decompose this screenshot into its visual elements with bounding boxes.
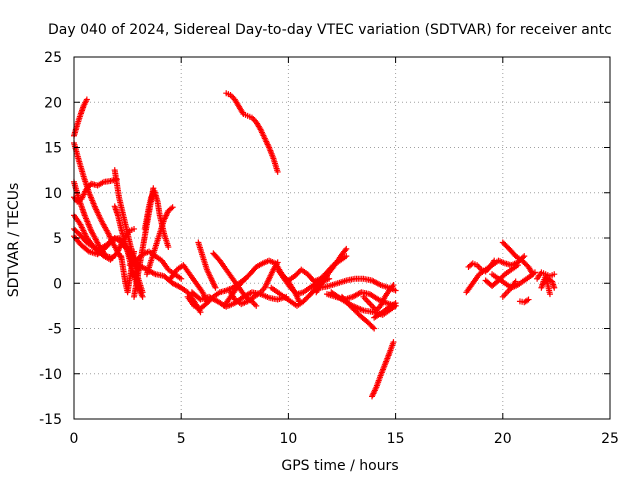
data-point bbox=[83, 96, 90, 103]
series-track-32 bbox=[360, 282, 397, 314]
data-point bbox=[392, 300, 399, 307]
y-tick-label: 0 bbox=[53, 276, 62, 292]
y-tick-label: -15 bbox=[39, 412, 62, 428]
data-point bbox=[253, 302, 260, 309]
series-track-39 bbox=[499, 239, 536, 278]
data-point bbox=[371, 325, 378, 332]
data-point bbox=[512, 278, 519, 285]
series-track-12 bbox=[141, 187, 172, 251]
y-tick-label: -10 bbox=[39, 367, 62, 383]
x-tick-label: 25 bbox=[601, 431, 619, 447]
data-point bbox=[274, 168, 281, 175]
series-track-18 bbox=[195, 239, 219, 291]
data-point bbox=[342, 247, 349, 254]
y-axis-label: SDTVAR / TECUs bbox=[6, 183, 22, 298]
series-track-44 bbox=[540, 275, 558, 291]
series-track-19 bbox=[188, 289, 290, 310]
data-point bbox=[165, 244, 172, 251]
y-tick-label: -5 bbox=[48, 322, 62, 338]
data-point bbox=[139, 293, 146, 300]
series-track-34 bbox=[369, 339, 397, 400]
series-track-40 bbox=[499, 278, 519, 300]
tick-marks bbox=[73, 56, 611, 420]
data-point bbox=[390, 339, 397, 346]
data-point bbox=[131, 225, 138, 232]
y-tick-labels: -15 -10 -5 0 5 10 15 20 25 bbox=[39, 50, 62, 428]
x-tick-labels: 0 5 10 15 20 25 bbox=[70, 431, 619, 447]
x-tick-label: 15 bbox=[387, 431, 405, 447]
data-point bbox=[178, 275, 185, 282]
data-point bbox=[343, 253, 350, 260]
y-tick-label: 15 bbox=[44, 141, 62, 157]
data-point bbox=[525, 296, 532, 303]
y-tick-label: 25 bbox=[44, 50, 62, 66]
x-tick-label: 20 bbox=[494, 431, 512, 447]
data-point bbox=[369, 324, 376, 331]
series-track-22 bbox=[227, 259, 281, 308]
series-track-41 bbox=[516, 296, 532, 306]
data-point bbox=[546, 291, 553, 298]
data-point bbox=[212, 284, 219, 291]
data-point bbox=[551, 271, 558, 278]
chart-title: Day 040 of 2024, Sidereal Day-to-day VTE… bbox=[48, 22, 612, 38]
x-tick-label: 10 bbox=[279, 431, 297, 447]
series-track-31 bbox=[339, 293, 378, 332]
data-point bbox=[551, 284, 558, 291]
y-tick-label: 10 bbox=[44, 186, 62, 202]
y-tick-label: 20 bbox=[44, 95, 62, 111]
series-track-33 bbox=[371, 300, 399, 321]
data-point bbox=[521, 253, 528, 260]
data-points bbox=[71, 90, 558, 400]
x-tick-label: 0 bbox=[70, 431, 79, 447]
x-tick-label: 5 bbox=[177, 431, 186, 447]
data-point bbox=[389, 283, 396, 290]
data-point bbox=[274, 259, 281, 266]
data-point bbox=[392, 287, 399, 294]
series-track-28 bbox=[317, 275, 399, 294]
data-point bbox=[514, 262, 521, 269]
series-track-23 bbox=[223, 90, 281, 175]
x-axis-label: GPS time / hours bbox=[281, 458, 398, 474]
data-point bbox=[529, 271, 536, 278]
data-point bbox=[169, 204, 176, 211]
data-point bbox=[390, 282, 397, 289]
y-tick-label: 5 bbox=[53, 231, 62, 247]
data-point bbox=[343, 245, 350, 252]
